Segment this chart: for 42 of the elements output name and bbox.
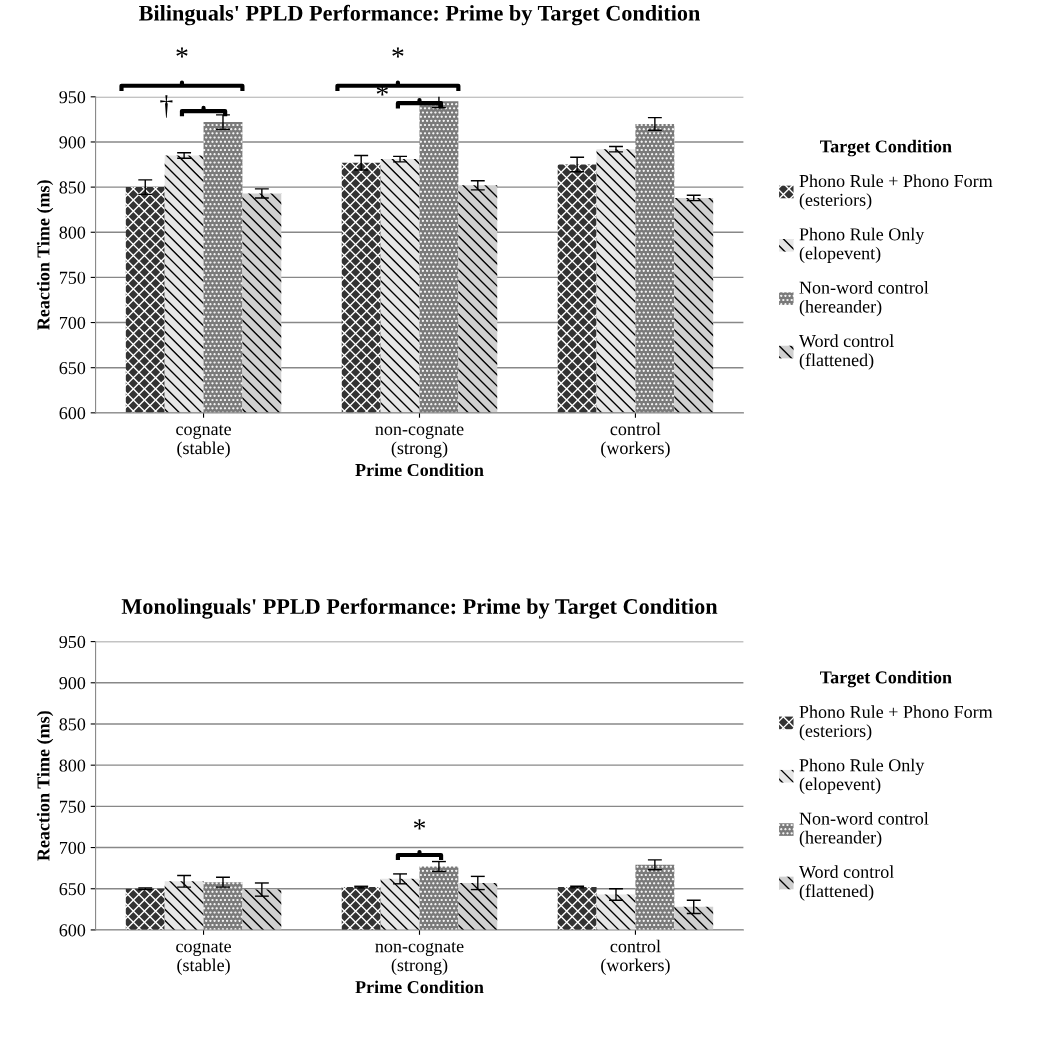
annotation: †: [160, 95, 173, 118]
legend-label: Non-word control (hereander): [799, 811, 929, 848]
legend-label: Phono Rule + Phono Form (esteriors): [799, 174, 993, 210]
y-tick-label: 900: [59, 136, 86, 149]
chart-title: Monolinguals' PPLD Performance: Prime by Target Condition: [121, 598, 718, 619]
y-tick-label: 800: [59, 759, 86, 772]
legend-label: Phono Rule Only (elopevent): [799, 758, 925, 794]
x-tick-label: non-cognate (strong): [375, 424, 464, 458]
y-tick-label: 750: [59, 800, 86, 813]
legend-label: Phono Rule + Phono Form (esteriors): [799, 705, 993, 741]
text: *: [176, 47, 188, 58]
y-tick-label: 600: [59, 924, 86, 937]
y-tick-label: 650: [59, 883, 86, 896]
x-tick-label: control (workers): [601, 939, 670, 975]
legend-label: Word control (flattened): [798, 334, 894, 370]
x-axis-title: Prime Condition: [355, 463, 484, 477]
y-tick-label: 700: [59, 841, 86, 854]
y-tick-label: 900: [59, 677, 86, 690]
x-tick-label: cognate (stable): [176, 941, 231, 975]
x-tick-label: cognate (stable): [176, 424, 231, 458]
legend-label: Word control (flattened): [798, 865, 894, 901]
y-tick-label: 800: [59, 226, 86, 239]
y-tick-label: 650: [59, 361, 86, 375]
y-tick-label: 950: [59, 635, 86, 649]
legend-label: Phono Rule Only (elopevent): [799, 227, 925, 263]
y-tick-label: 600: [59, 407, 86, 420]
y-tick-label: 850: [59, 181, 86, 194]
y-tick-label: 750: [59, 271, 86, 284]
y-tick-label: 950: [59, 91, 86, 104]
x-axis-title: Prime Condition: [355, 980, 484, 994]
legend-label: Non-word control (hereander): [799, 281, 929, 317]
y-axis-title: Reaction Time (ms): [36, 711, 54, 861]
x-tick-label: control (workers): [601, 422, 670, 458]
chart-title: Bilinguals' PPLD Performance: Prime by Target Condition: [139, 4, 701, 26]
annotation: *: [413, 819, 426, 830]
text: *: [392, 47, 404, 58]
legend-title: Target Condition: [820, 670, 952, 688]
x-tick-label: non-cognate (strong): [375, 941, 464, 975]
legend-title: Target Condition: [820, 139, 952, 157]
y-tick-label: 850: [59, 718, 86, 731]
y-axis-title: Reaction Time (ms): [36, 180, 54, 330]
y-tick-label: 700: [59, 316, 86, 329]
